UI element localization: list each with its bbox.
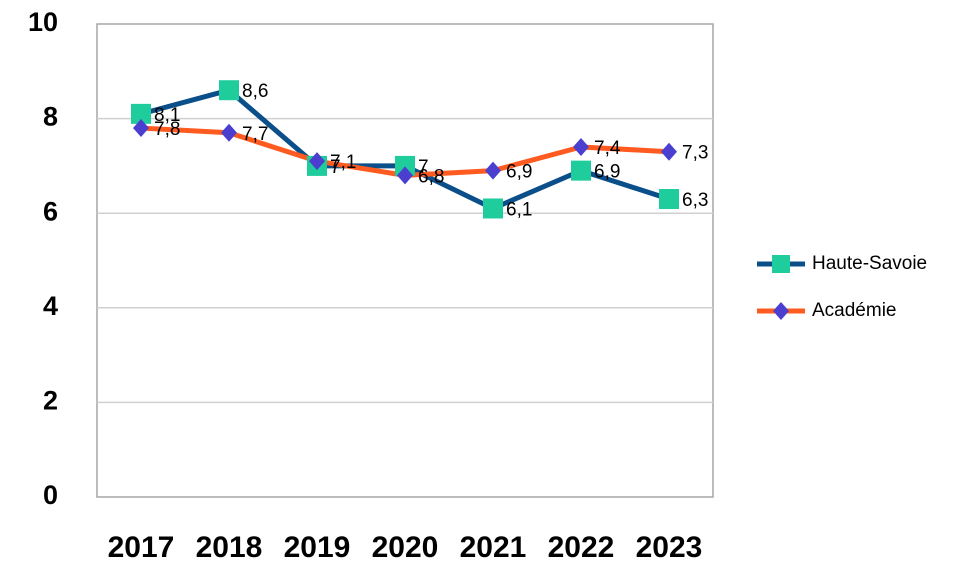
marker [772,255,790,273]
x-tick-label: 2023 [636,531,703,564]
y-tick-label: 4 [43,291,58,321]
data-label: 8,1 [154,105,180,126]
marker [131,103,151,124]
x-tick-label: 2022 [548,531,615,564]
marker [221,123,237,142]
x-tick-label: 2021 [460,531,527,564]
data-label: 7,4 [594,138,621,159]
data-label: 7 [330,157,341,178]
y-tick-label: 2 [43,386,58,416]
legend-label: Académie [812,300,897,321]
y-tick-label: 10 [28,7,58,37]
data-label: 6,1 [506,199,532,220]
data-label: 6,8 [418,166,444,187]
data-label: 8,6 [242,81,268,102]
marker [573,137,589,156]
x-tick-label: 2019 [284,531,351,564]
marker [309,152,325,171]
marker [773,302,789,320]
y-tick-label: 0 [43,480,58,510]
marker [483,198,503,219]
data-label: 7 [418,157,429,178]
data-label: 6,9 [594,162,620,183]
marker [133,119,149,138]
data-label: 7,7 [242,124,268,145]
data-label: 7,3 [682,143,708,164]
marker [485,161,501,180]
data-label: 6,9 [506,162,532,183]
marker [395,155,415,176]
x-tick-label: 2018 [196,531,263,564]
data-label: 7,1 [330,152,356,173]
y-tick-label: 8 [43,102,58,132]
marker [397,166,413,185]
marker [661,142,677,161]
marker [219,80,239,101]
x-tick-label: 2020 [372,531,439,564]
legend-label: Haute-Savoie [812,253,927,274]
data-label: 7,8 [154,119,180,140]
marker [659,189,679,210]
data-label: 6,3 [682,190,708,211]
plot-area [96,23,714,498]
x-tick-label: 2017 [108,531,175,564]
marker [571,160,591,181]
y-tick-label: 6 [43,196,58,226]
